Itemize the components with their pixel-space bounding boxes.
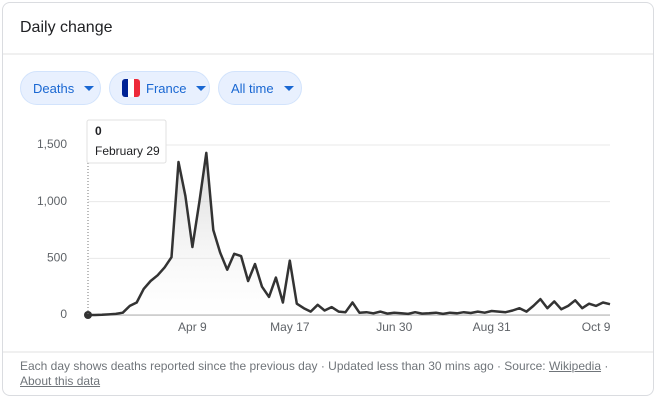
chip-label: Deaths xyxy=(33,80,75,96)
location-chip[interactable]: France xyxy=(109,71,210,105)
about-link[interactable]: About this data xyxy=(20,374,101,388)
tooltip-date: February 29 xyxy=(95,144,160,158)
y-tick-label: 500 xyxy=(47,251,67,265)
area xyxy=(88,152,610,315)
y-tick-label: 1,000 xyxy=(37,194,67,208)
footer: Each day shows deaths reported since the… xyxy=(20,359,630,389)
metric-chip[interactable]: Deaths xyxy=(20,71,101,105)
chip-label: France xyxy=(146,80,187,96)
x-tick-label: Oct 9 xyxy=(582,320,611,334)
footer-text: Each day shows deaths reported since the… xyxy=(20,359,546,373)
chip-label: All time xyxy=(231,80,274,96)
x-tick-label: Aug 31 xyxy=(473,320,511,334)
source-link[interactable]: Wikipedia xyxy=(548,359,602,373)
flag xyxy=(122,79,140,97)
tooltip xyxy=(86,119,167,164)
card xyxy=(2,2,654,396)
line xyxy=(88,151,611,317)
time-chip[interactable]: All time xyxy=(218,71,302,105)
y-tick-label: 0 xyxy=(60,307,67,321)
x-tick-label: May 17 xyxy=(270,320,310,334)
card-title: Daily change xyxy=(20,19,113,36)
tooltip-value: 0 xyxy=(95,124,102,138)
x-tick-label: Apr 9 xyxy=(178,320,207,334)
x-tick-label: Jun 30 xyxy=(376,320,412,334)
y-tick-label: 1,500 xyxy=(37,137,67,151)
hover-point xyxy=(84,311,92,319)
separator: · xyxy=(604,359,609,373)
